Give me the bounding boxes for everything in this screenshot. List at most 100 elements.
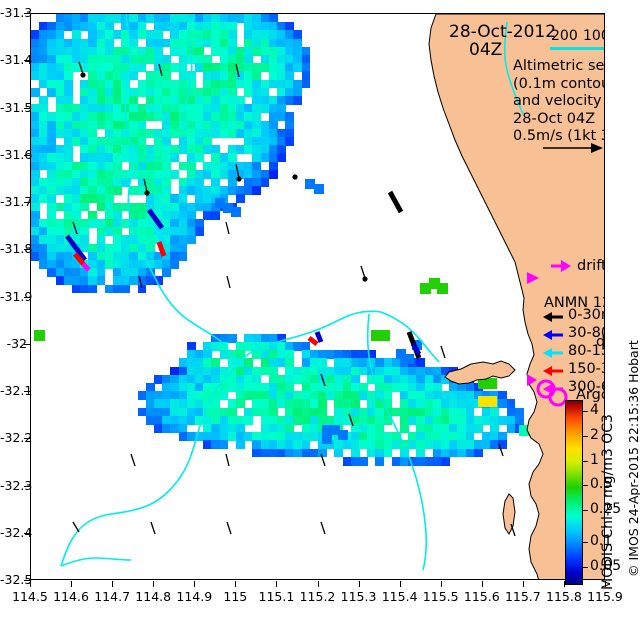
- chlorophyll-cell: [137, 55, 147, 64]
- chlorophyll-cell: [203, 440, 212, 450]
- chlorophyll-cell: [137, 235, 147, 245]
- x-axis-tick: [358, 581, 360, 587]
- chlorophyll-cell: [63, 128, 73, 138]
- x-axis-tick-label: 115: [223, 589, 248, 604]
- chlorophyll-cell: [121, 153, 130, 163]
- chlorophyll-cell: [39, 145, 48, 154]
- chlorophyll-cell: [203, 71, 212, 81]
- chlorophyll-cell: [113, 202, 122, 212]
- chlorophyll-cell: [178, 137, 188, 146]
- chlorophyll-cell: [260, 407, 270, 417]
- chlorophyll-cell: [227, 38, 237, 48]
- chlorophyll-cell: [186, 169, 196, 179]
- chlorophyll-cell: [268, 14, 278, 23]
- chlorophyll-cell: [137, 391, 147, 400]
- chlorophyll-cell: [72, 46, 81, 56]
- chlorophyll-cell: [39, 153, 48, 163]
- chlorophyll-cell: [96, 260, 106, 269]
- chlorophyll-cell: [244, 383, 253, 392]
- chlorophyll-cell: [219, 169, 229, 179]
- chlorophyll-cell: [186, 128, 196, 138]
- chlorophyll-cell: [55, 38, 65, 48]
- chlorophyll-patch-cell: [477, 396, 489, 408]
- chlorophyll-cell: [457, 391, 467, 400]
- chlorophyll-patch-cell: [420, 283, 432, 295]
- chlorophyll-cell: [170, 87, 180, 97]
- chlorophyll-cell: [227, 71, 237, 81]
- chlorophyll-cell: [104, 251, 114, 261]
- chlorophyll-cell: [350, 424, 360, 433]
- x-axis-tick-label: 115.5: [422, 589, 459, 604]
- chlorophyll-cell: [203, 145, 212, 154]
- chlorophyll-cell: [121, 120, 130, 130]
- chlorophyll-cell: [129, 260, 139, 269]
- chlorophyll-cell: [506, 415, 516, 425]
- chlorophyll-cell: [203, 186, 212, 195]
- chlorophyll-cell: [145, 169, 155, 179]
- x-axis-tick: [153, 581, 155, 587]
- chlorophyll-cell: [113, 96, 122, 105]
- chlorophyll-cell: [113, 251, 122, 261]
- chlorophyll-cell: [203, 128, 212, 138]
- chlorophyll-cell: [154, 145, 163, 154]
- chlorophyll-cell: [31, 169, 40, 179]
- contour-line-8: [182, 35, 193, 121]
- chlorophyll-cell: [39, 71, 48, 81]
- chlorophyll-cell: [96, 276, 106, 286]
- chlorophyll-cell: [236, 112, 245, 122]
- chlorophyll-cell: [432, 440, 442, 450]
- chlorophyll-cell: [55, 268, 65, 277]
- chlorophyll-cell: [285, 358, 294, 368]
- chlorophyll-cell: [301, 383, 311, 392]
- chlorophyll-cell: [96, 79, 106, 89]
- chlorophyll-cell: [301, 374, 311, 384]
- chlorophyll-cell: [72, 55, 81, 64]
- chlorophyll-cell: [88, 71, 98, 81]
- chlorophyll-cell: [178, 120, 188, 130]
- chlorophyll-cell: [424, 424, 434, 433]
- contour-line-6: [60, 557, 132, 567]
- chlorophyll-patch-cell: [379, 330, 391, 342]
- chlorophyll-cell: [31, 243, 40, 253]
- chlorophyll-cell: [203, 120, 212, 130]
- legend-anmn-title: ANMN 12h av.: [544, 295, 604, 311]
- chlorophyll-cell: [170, 38, 180, 48]
- chlorophyll-cell: [170, 407, 180, 417]
- sealevel-contour-layer: [60, 14, 524, 571]
- x-axis-tick-label: 115.1: [258, 589, 295, 604]
- colorbar-tick-label: 0.5: [590, 476, 613, 493]
- chlorophyll-cell: [211, 104, 221, 113]
- contour-line-1: [124, 14, 238, 367]
- chlorophyll-cell: [219, 120, 229, 130]
- chlorophyll-cell: [219, 104, 229, 113]
- chlorophyll-cell: [268, 342, 278, 351]
- chlorophyll-cell: [145, 128, 155, 138]
- chlorophyll-cell: [260, 440, 270, 450]
- chlorophyll-cell: [236, 55, 245, 64]
- chlorophyll-cell: [121, 202, 130, 212]
- chlorophyll-cell: [334, 415, 344, 425]
- chlorophyll-cell: [186, 30, 196, 40]
- chlorophyll-cell: [195, 194, 204, 204]
- chlorophyll-cell: [186, 202, 196, 212]
- x-axis-tick: [276, 581, 278, 587]
- chlorophyll-cell: [47, 46, 57, 56]
- chlorophyll-cell: [195, 112, 204, 122]
- chlorophyll-cell: [88, 22, 98, 31]
- chlorophyll-cell: [88, 153, 98, 163]
- chlorophyll-cell: [244, 120, 253, 130]
- map-canvas: [31, 14, 604, 579]
- chlorophyll-cell: [154, 71, 163, 81]
- contour-line-7: [503, 21, 524, 115]
- y-axis-tick: [24, 202, 30, 203]
- chlorophyll-cell: [252, 448, 262, 458]
- chlorophyll-cell: [268, 30, 278, 40]
- chlorophyll-cell: [88, 30, 98, 40]
- chlorophyll-cell: [432, 415, 442, 425]
- chlorophyll-cell: [170, 391, 180, 400]
- chlorophyll-cell: [244, 71, 253, 81]
- chlorophyll-cell: [137, 87, 147, 97]
- y-axis-tick-label: -32.2: [0, 430, 33, 446]
- chlorophyll-cell: [55, 243, 65, 253]
- chlorophyll-cell: [441, 440, 450, 450]
